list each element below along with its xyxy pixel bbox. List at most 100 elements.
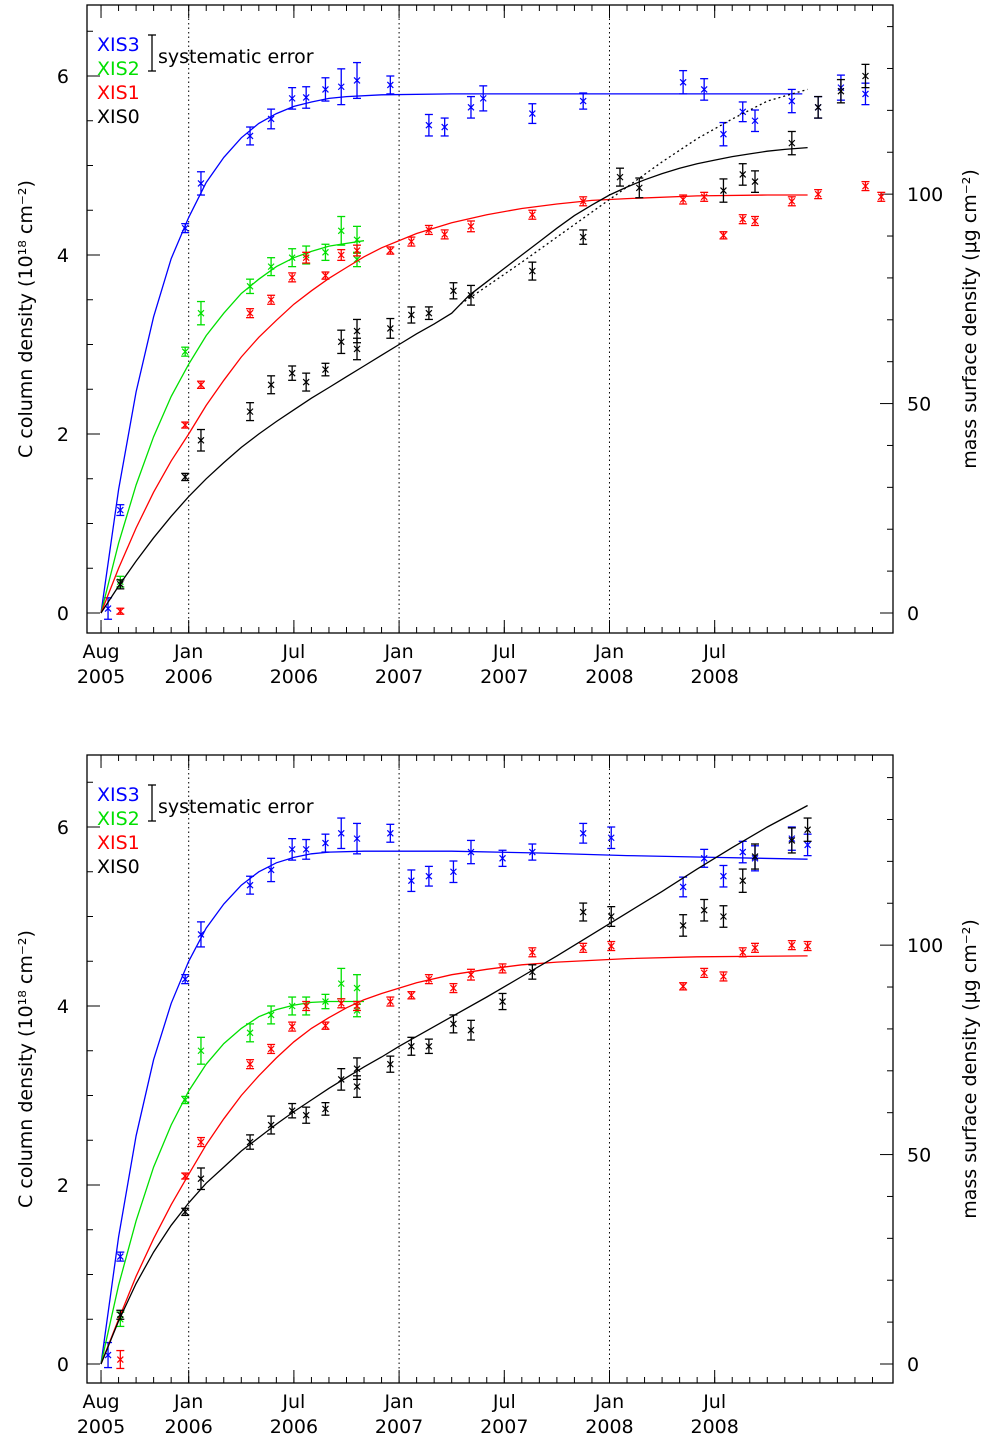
data-point [679,69,688,95]
series-xis2 [100,967,364,1365]
marker-cross [322,839,329,847]
chart-panel-top: Aug2005Jan2006Jul2006Jan2007Jul2007Jan20… [15,4,981,688]
marker-cross [267,115,275,123]
x-tick-month: Jan [594,1391,624,1413]
marker-cross [877,193,885,201]
y-right-tick-label: 0 [907,1354,919,1376]
marker-cross [450,1020,457,1028]
marker-cross [720,231,727,239]
marker-cross [116,506,124,514]
marker-cross [751,217,759,225]
data-point [738,868,747,893]
data-point [116,1349,125,1370]
x-tick-month: Jan [594,641,624,663]
data-point [386,317,395,339]
marker-cross [739,877,747,885]
marker-cross [679,922,687,929]
data-point [321,243,330,262]
data-point [738,101,747,123]
marker-cross [104,1351,112,1359]
data-point [353,337,362,361]
data-point [579,92,588,110]
marker-cross [181,421,189,429]
data-point [337,967,346,1000]
data-point [466,968,475,981]
x-tick-year: 2007 [480,1416,528,1438]
data-point [288,365,297,381]
data-point [579,196,588,207]
marker-cross [862,182,869,190]
x-tick-year: 2006 [270,1416,318,1438]
marker-cross [700,969,708,977]
fit-curve-dotted-xis0 [460,88,808,305]
marker-cross [467,971,475,979]
marker-cross [425,975,433,983]
marker-cross [739,215,747,223]
data-point [528,843,537,861]
data-point [302,838,311,860]
data-point [353,244,362,257]
marker-cross [267,1011,275,1019]
data-point [719,231,728,240]
fit-curve-xis2 [100,1000,364,1365]
marker-cross [804,826,812,834]
data-point [246,1134,255,1150]
data-point [337,998,346,1009]
data-point [424,1038,433,1055]
data-point [337,215,346,246]
data-point [679,876,688,898]
marker-cross [197,1175,205,1183]
marker-cross [528,267,536,275]
marker-cross [467,1026,475,1034]
data-point [635,177,644,199]
marker-cross [353,835,361,843]
marker-cross [528,110,536,118]
marker-cross [739,171,747,178]
marker-cross [407,1042,415,1050]
marker-cross [267,1121,275,1129]
data-point [579,229,588,245]
marker-cross [246,881,254,889]
marker-cross [450,868,457,876]
data-point [700,191,709,202]
data-point [700,967,709,979]
x-tick-year: 2007 [480,666,528,688]
data-point [337,1068,346,1091]
data-point [116,504,125,517]
x-tick-year: 2007 [375,1416,423,1438]
x-tick-month: Jul [281,641,305,663]
data-point [337,248,346,262]
data-point [424,113,433,137]
data-point [353,61,362,100]
data-point [787,88,796,114]
marker-cross [407,238,415,245]
fit-curve-xis1 [100,194,808,614]
data-point [719,121,728,147]
data-point [302,251,311,264]
marker-cross [353,327,361,335]
marker-cross [353,236,361,244]
data-point [449,860,458,884]
data-point [181,223,190,234]
data-point [498,992,507,1011]
data-point [751,170,760,194]
data-point [181,974,190,985]
data-point [321,1102,330,1116]
data-point [719,905,728,928]
marker-cross [353,1002,361,1010]
systematic-error-label: systematic error [158,46,314,68]
legend-label-xis1: XIS1 [97,832,140,854]
marker-cross [607,913,615,920]
data-point [607,906,616,927]
marker-cross [197,436,205,444]
marker-cross [386,829,394,837]
marker-cross [288,273,296,281]
marker-cross [337,338,345,346]
data-point [449,982,458,994]
marker-cross [197,309,205,317]
marker-cross [288,369,296,377]
marker-cross [246,282,254,290]
marker-cross [751,178,759,186]
